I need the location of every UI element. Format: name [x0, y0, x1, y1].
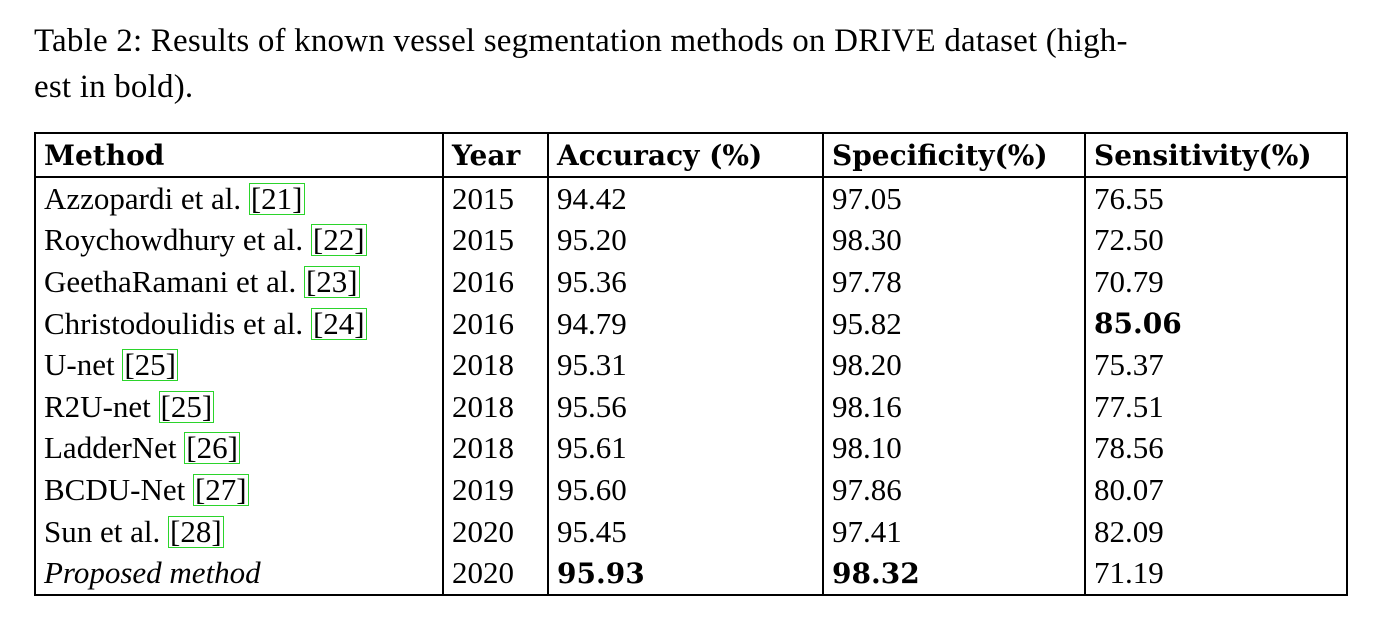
method-cell: Azzopardi et al. [21] — [34, 177, 444, 220]
citation-link[interactable]: [23] — [303, 263, 360, 299]
method-cell: GeethaRamani et al. [23] — [34, 261, 444, 303]
citation-link[interactable]: [26] — [184, 430, 240, 466]
year-cell: 2019 — [442, 469, 549, 511]
header-year: Year — [442, 132, 549, 178]
sensitivity-cell: 71.19 — [1084, 552, 1348, 596]
header-specificity: Specificity(%) — [822, 132, 1086, 178]
method-name: Proposed method — [44, 555, 261, 591]
sensitivity-cell-best: 85.06 — [1084, 302, 1348, 345]
specificity-cell: 98.30 — [822, 219, 1086, 262]
table-row: GeethaRamani et al. [23] 2016 95.36 97.7… — [34, 261, 1348, 303]
accuracy-cell: 94.79 — [547, 302, 824, 345]
method-name: U-net — [44, 347, 115, 383]
year-cell: 2016 — [442, 261, 549, 303]
specificity-cell: 98.20 — [822, 344, 1086, 386]
specificity-cell: 98.10 — [822, 427, 1086, 470]
year-cell: 2018 — [442, 344, 549, 386]
year-cell: 2020 — [442, 552, 549, 596]
year-cell: 2020 — [442, 510, 549, 553]
specificity-cell: 97.05 — [822, 177, 1086, 220]
table-row: Christodoulidis et al. [24] 2016 94.79 9… — [34, 302, 1348, 345]
sensitivity-cell: 82.09 — [1084, 510, 1348, 553]
year-cell: 2015 — [442, 219, 549, 262]
accuracy-cell: 95.45 — [547, 510, 824, 553]
accuracy-cell: 95.61 — [547, 427, 824, 470]
sensitivity-cell: 80.07 — [1084, 469, 1348, 511]
header-method: Method — [34, 132, 444, 178]
table-row: Roychowdhury et al. [22] 2015 95.20 98.3… — [34, 219, 1348, 262]
citation-link[interactable]: [28] — [168, 513, 224, 549]
year-cell: 2018 — [442, 385, 549, 428]
caption-line-1: Table 2: Results of known vessel segment… — [34, 23, 1128, 59]
results-table: Method Year Accuracy (%) Specificity(%) … — [34, 132, 1348, 596]
citation-link[interactable]: [25] — [122, 347, 178, 383]
method-name: Roychowdhury et al. — [44, 222, 304, 258]
method-name: Azzopardi et al. — [44, 180, 242, 216]
method-name: Sun et al. — [44, 513, 161, 549]
method-cell: Proposed method — [34, 552, 444, 596]
method-cell: R2U-net [25] — [34, 385, 444, 428]
table-row: R2U-net [25] 2018 95.56 98.16 77.51 — [34, 385, 1348, 428]
accuracy-cell: 94.42 — [547, 177, 824, 220]
accuracy-cell: 95.60 — [547, 469, 824, 511]
year-cell: 2016 — [442, 302, 549, 345]
accuracy-cell: 95.20 — [547, 219, 824, 262]
specificity-cell: 98.16 — [822, 385, 1086, 428]
caption-line-2: est in bold). — [34, 69, 194, 105]
method-name: GeethaRamani et al. — [44, 263, 297, 299]
citation-link[interactable]: [22] — [310, 222, 367, 258]
method-name: LadderNet — [44, 430, 177, 466]
table-header-row: Method Year Accuracy (%) Specificity(%) … — [34, 132, 1348, 178]
year-cell: 2015 — [442, 177, 549, 220]
method-cell: U-net [25] — [34, 344, 444, 386]
specificity-cell: 97.78 — [822, 261, 1086, 303]
table-row-proposed: Proposed method 2020 95.93 98.32 71.19 — [34, 552, 1348, 596]
accuracy-cell: 95.31 — [547, 344, 824, 386]
accuracy-cell: 95.36 — [547, 261, 824, 303]
specificity-cell: 95.82 — [822, 302, 1086, 345]
table-row: BCDU-Net [27] 2019 95.60 97.86 80.07 — [34, 469, 1348, 511]
sensitivity-cell: 72.50 — [1084, 219, 1348, 262]
method-cell: BCDU-Net [27] — [34, 469, 444, 511]
accuracy-cell: 95.56 — [547, 385, 824, 428]
accuracy-cell-best: 95.93 — [547, 552, 824, 596]
table-row: U-net [25] 2018 95.31 98.20 75.37 — [34, 344, 1348, 386]
method-name: BCDU-Net — [44, 471, 186, 507]
citation-link[interactable]: [24] — [310, 305, 367, 341]
specificity-cell-best: 98.32 — [822, 552, 1086, 596]
sensitivity-cell: 78.56 — [1084, 427, 1348, 470]
sensitivity-cell: 70.79 — [1084, 261, 1348, 303]
method-cell: LadderNet [26] — [34, 427, 444, 470]
citation-link[interactable]: [25] — [158, 388, 215, 424]
sensitivity-cell: 77.51 — [1084, 385, 1348, 428]
year-cell: 2018 — [442, 427, 549, 470]
method-cell: Sun et al. [28] — [34, 510, 444, 553]
method-cell: Christodoulidis et al. [24] — [34, 302, 444, 345]
table-row: Sun et al. [28] 2020 95.45 97.41 82.09 — [34, 510, 1348, 553]
specificity-cell: 97.86 — [822, 469, 1086, 511]
citation-link[interactable]: [27] — [192, 471, 249, 507]
header-accuracy: Accuracy (%) — [547, 132, 824, 178]
specificity-cell: 97.41 — [822, 510, 1086, 553]
method-name: R2U-net — [44, 388, 151, 424]
method-cell: Roychowdhury et al. [22] — [34, 219, 444, 262]
sensitivity-cell: 75.37 — [1084, 344, 1348, 386]
citation-link[interactable]: [21] — [248, 180, 305, 216]
header-sensitivity: Sensitivity(%) — [1084, 132, 1348, 178]
method-name: Christodoulidis et al. — [44, 305, 304, 341]
table-row: LadderNet [26] 2018 95.61 98.10 78.56 — [34, 427, 1348, 470]
table-row: Azzopardi et al. [21] 2015 94.42 97.05 7… — [34, 177, 1348, 220]
sensitivity-cell: 76.55 — [1084, 177, 1348, 220]
table-caption: Table 2: Results of known vessel segment… — [34, 18, 1344, 110]
